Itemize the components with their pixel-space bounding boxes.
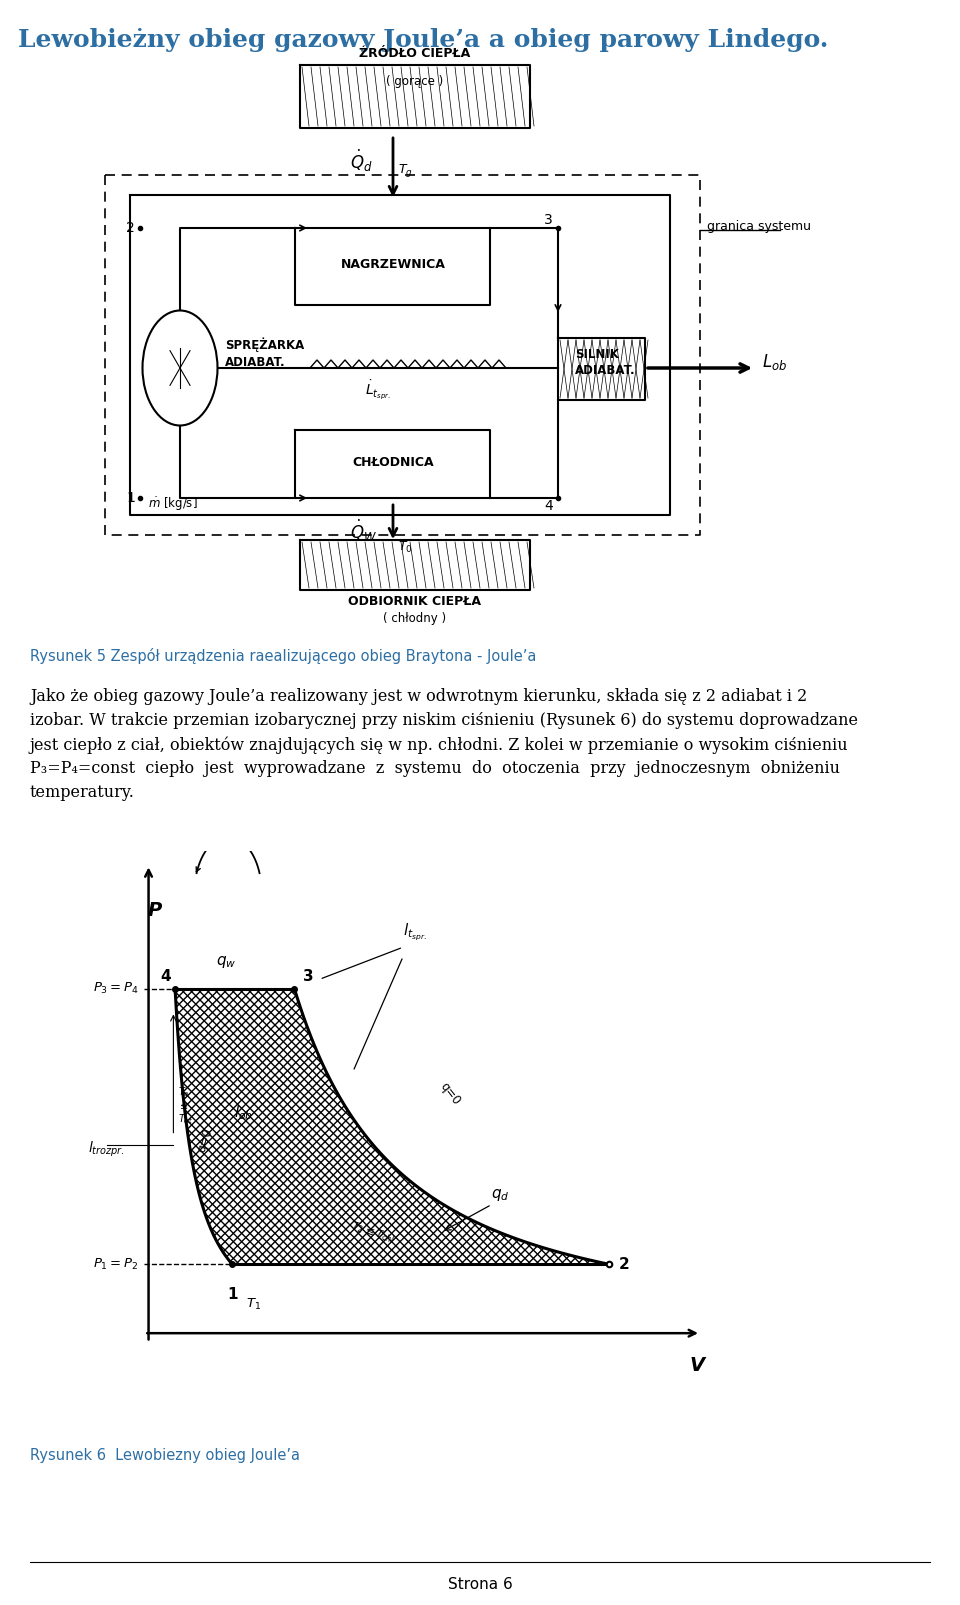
Text: $\dot{Q}_W$: $\dot{Q}_W$ bbox=[350, 518, 377, 544]
Text: $q_d$: $q_d$ bbox=[491, 1188, 510, 1204]
Text: Lewobieżny obieg gazowy Joule’a a obieg parowy Lindego.: Lewobieżny obieg gazowy Joule’a a obieg … bbox=[18, 27, 828, 51]
Text: granica systemu: granica systemu bbox=[707, 220, 811, 233]
Text: 3: 3 bbox=[302, 969, 313, 984]
Text: $L_{ob}$: $L_{ob}$ bbox=[762, 351, 787, 372]
Text: SPRĘŻARKA: SPRĘŻARKA bbox=[225, 337, 304, 351]
Text: $\dot{L}_{t_{spr.}}$: $\dot{L}_{t_{spr.}}$ bbox=[365, 379, 391, 401]
Text: SILNIK: SILNIK bbox=[575, 348, 619, 361]
Text: $q_w$: $q_w$ bbox=[216, 953, 236, 969]
Text: q=0: q=0 bbox=[196, 1127, 215, 1154]
Text: q=0: q=0 bbox=[437, 1080, 463, 1107]
Text: ŹRÓDŁO CIEPŁA: ŹRÓDŁO CIEPŁA bbox=[359, 47, 470, 59]
Text: ( gorące ): ( gorące ) bbox=[386, 75, 444, 88]
Text: ADIABAT.: ADIABAT. bbox=[225, 355, 286, 369]
Text: $T_2 \leq T_{chl}$: $T_2 \leq T_{chl}$ bbox=[349, 1218, 397, 1245]
Text: $l_{t_{spr.}}$: $l_{t_{spr.}}$ bbox=[403, 921, 427, 942]
Text: 2: 2 bbox=[619, 1257, 630, 1271]
Text: Rysunek 6  Lewobiezny obieg Joule’a: Rysunek 6 Lewobiezny obieg Joule’a bbox=[30, 1448, 300, 1464]
Polygon shape bbox=[175, 989, 609, 1265]
Text: 1: 1 bbox=[126, 491, 135, 506]
Text: izobar. W trakcie przemian izobarycznej przy niskim ciśnieniu (Rysunek 6) do sys: izobar. W trakcie przemian izobarycznej … bbox=[30, 713, 858, 729]
Text: Jako że obieg gazowy Joule’a realizowany jest w odwrotnym kierunku, składa się z: Jako że obieg gazowy Joule’a realizowany… bbox=[30, 689, 807, 705]
Text: NAGRZEWNICA: NAGRZEWNICA bbox=[341, 257, 445, 271]
Text: $l_{trozpr.}$: $l_{trozpr.}$ bbox=[88, 1140, 125, 1159]
Text: P: P bbox=[147, 900, 161, 920]
Text: 3: 3 bbox=[544, 213, 553, 226]
Text: jest ciepło z ciał, obiektów znajdujących się w np. chłodni. Z kolei w przemiani: jest ciepło z ciał, obiektów znajdującyc… bbox=[30, 737, 849, 753]
Text: $P_1 = P_2$: $P_1 = P_2$ bbox=[93, 1257, 138, 1271]
Text: Rysunek 5 Zespół urządzenia raealizującego obieg Braytona - Joule’a: Rysunek 5 Zespół urządzenia raealizujące… bbox=[30, 648, 537, 664]
Text: CHŁODNICA: CHŁODNICA bbox=[352, 456, 434, 469]
Text: ODBIORNIK CIEPŁA: ODBIORNIK CIEPŁA bbox=[348, 595, 482, 608]
Text: Strona 6: Strona 6 bbox=[447, 1578, 513, 1592]
Text: V: V bbox=[689, 1356, 705, 1375]
Text: $T_1$: $T_1$ bbox=[246, 1297, 261, 1311]
Text: $P_3 = P_4$: $P_3 = P_4$ bbox=[93, 981, 138, 997]
Text: ADIABAT.: ADIABAT. bbox=[575, 363, 636, 377]
Text: 4: 4 bbox=[160, 969, 171, 984]
Text: $\dot{m}$ [kg/s]: $\dot{m}$ [kg/s] bbox=[148, 496, 198, 514]
Text: $T_0$: $T_0$ bbox=[398, 539, 413, 555]
Text: $\dot{Q}_d$: $\dot{Q}_d$ bbox=[350, 148, 372, 173]
Text: P₃=P₄=const  ciepło  jest  wyprowadzane  z  systemu  do  otoczenia  przy  jednoc: P₃=P₄=const ciepło jest wyprowadzane z s… bbox=[30, 761, 840, 777]
Text: 4: 4 bbox=[544, 499, 553, 514]
Text: $l_{ob}$: $l_{ob}$ bbox=[233, 1103, 252, 1122]
Text: temperatury.: temperatury. bbox=[30, 783, 134, 801]
Text: 1: 1 bbox=[227, 1287, 237, 1302]
Text: $T_a$
$\leq$
$T_{ot}$: $T_a$ $\leq$ $T_{ot}$ bbox=[178, 1085, 193, 1127]
Text: $T_g$: $T_g$ bbox=[398, 162, 413, 178]
Text: ( chłodny ): ( chłodny ) bbox=[383, 612, 446, 624]
Text: 2: 2 bbox=[127, 221, 135, 234]
